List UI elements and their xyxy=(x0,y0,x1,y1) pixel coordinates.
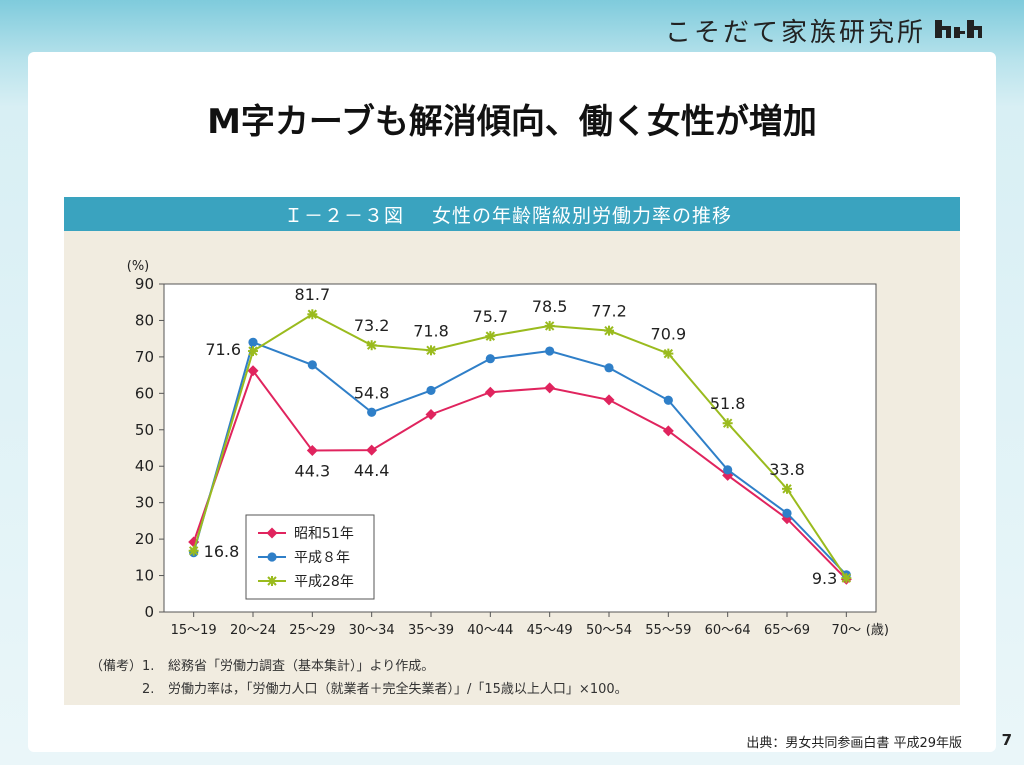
y-tick-label: 40 xyxy=(135,457,154,475)
brand-logo: こそだて家族研究所 xyxy=(665,10,984,50)
data-point-2 xyxy=(426,345,436,356)
slide-card: M字カーブも解消傾向、働く女性が増加 Ｉ－２－３図 女性の年齢階級別労働力率の推… xyxy=(28,52,996,752)
note-2: 2. 労働力率は，「労働力人口（就業者＋完全失業者）」/「15歳以上人口」×100… xyxy=(90,678,628,697)
x-tick-label: 25～29 xyxy=(289,623,335,638)
note-2-text: 労働力率は，「労働力人口（就業者＋完全失業者）」/「15歳以上人口」×100。 xyxy=(168,682,628,697)
data-point-2 xyxy=(841,573,852,584)
data-point-0 xyxy=(425,408,437,420)
x-axis-unit: (歳) xyxy=(866,623,889,638)
data-point-2 xyxy=(544,320,555,331)
legend-marker xyxy=(267,576,277,586)
x-tick-label: 55～59 xyxy=(645,623,691,638)
x-tick-label: 20～24 xyxy=(230,623,276,638)
data-label: 44.3 xyxy=(295,462,331,481)
data-label: 9.3 xyxy=(812,569,837,588)
legend-marker xyxy=(266,527,278,539)
data-point-2 xyxy=(663,348,674,359)
x-tick-label: 50～54 xyxy=(586,623,632,638)
data-point-2 xyxy=(366,340,377,351)
y-tick-label: 80 xyxy=(135,311,154,329)
data-label: 33.8 xyxy=(769,460,805,479)
x-tick-label: 60～64 xyxy=(705,623,751,638)
data-point-2 xyxy=(722,418,733,429)
y-tick-label: 50 xyxy=(135,421,154,439)
legend-label: 平成28年 xyxy=(294,574,354,590)
figure-title: 女性の年齢階級別労働力率の推移 xyxy=(432,204,733,227)
data-label: 44.4 xyxy=(354,461,390,480)
data-point-0 xyxy=(247,365,259,377)
y-tick-label: 0 xyxy=(144,603,154,621)
data-label: 71.8 xyxy=(413,321,449,340)
data-label: 71.6 xyxy=(205,340,241,359)
data-point-0 xyxy=(603,394,615,406)
data-point-2 xyxy=(485,331,496,342)
figure-number: Ｉ－２－３図 xyxy=(284,204,405,227)
y-tick-label: 30 xyxy=(135,494,154,512)
data-point-1 xyxy=(485,354,495,364)
legend-label: 昭和51年 xyxy=(294,526,354,542)
x-tick-label: 30～34 xyxy=(349,623,395,638)
y-tick-label: 70 xyxy=(135,348,154,366)
data-label: 77.2 xyxy=(591,302,627,321)
data-point-2 xyxy=(604,325,614,336)
y-tick-label: 60 xyxy=(135,384,154,402)
series-line-1 xyxy=(192,340,848,576)
data-label: 51.8 xyxy=(710,394,746,413)
y-tick-label: 20 xyxy=(135,530,154,548)
data-label: 73.2 xyxy=(354,316,390,335)
data-point-1 xyxy=(663,395,673,405)
x-tick-label: 45～49 xyxy=(527,623,573,638)
data-label: 75.7 xyxy=(473,307,509,326)
series-line-2 xyxy=(192,313,848,579)
data-point-0 xyxy=(722,469,734,481)
x-tick-label: 35～39 xyxy=(408,623,454,638)
y-axis-unit: (%) xyxy=(127,259,150,274)
data-point-0 xyxy=(306,445,318,457)
data-point-1 xyxy=(426,385,436,396)
x-tick-label: 40～44 xyxy=(467,623,513,638)
x-tick-label: 65～69 xyxy=(764,623,810,638)
source-citation: 出典：男女共同参画白書 平成29年版 xyxy=(746,736,962,751)
data-point-0 xyxy=(544,382,556,394)
figure-header: Ｉ－２－３図 女性の年齢階級別労働力率の推移 xyxy=(64,197,960,231)
note-2-number: 2. xyxy=(142,682,155,697)
y-tick-label: 90 xyxy=(135,275,154,293)
data-point-2 xyxy=(782,483,792,494)
data-label: 54.8 xyxy=(354,383,390,402)
x-tick-label: 15～19 xyxy=(171,623,217,638)
slide-title: M字カーブも解消傾向、働く女性が増加 xyxy=(207,102,817,142)
line-chart: 0 10 20 30 40 50 60 70 80 90(%) 15～19 20～24 25～29 30～… xyxy=(127,259,889,638)
legend-marker xyxy=(267,552,277,562)
note-label: （備考） xyxy=(90,659,143,674)
series-line-0 xyxy=(192,368,848,580)
note-1-text: 総務省「労働力調査（基本集計）」より作成。 xyxy=(168,659,435,674)
brand-name: こそだて家族研究所 xyxy=(664,17,926,48)
data-point-1 xyxy=(545,346,555,356)
data-point-1 xyxy=(307,360,317,370)
data-point-2 xyxy=(248,346,258,357)
data-point-2 xyxy=(307,309,318,320)
data-point-0 xyxy=(662,425,674,437)
data-point-2 xyxy=(188,545,199,556)
data-label: 70.9 xyxy=(651,325,687,344)
page-number: 7 xyxy=(1001,731,1012,749)
data-point-1 xyxy=(367,407,377,417)
x-tick-label: 70～ xyxy=(832,623,862,638)
data-point-1 xyxy=(782,508,792,518)
y-tick-label: 10 xyxy=(135,567,154,585)
data-point-0 xyxy=(484,386,496,398)
note-1: （備考）1. 総務省「労働力調査（基本集計）」より作成。 xyxy=(90,655,434,674)
data-point-1 xyxy=(604,363,614,373)
note-1-number: 1. xyxy=(142,659,155,674)
data-point-1 xyxy=(248,337,258,347)
legend-label: 平成８年 xyxy=(294,550,350,566)
data-label: 16.8 xyxy=(204,542,240,561)
chart-figure: Ｉ－２－３図 女性の年齢階級別労働力率の推移 0 10 20 30 40 50 60 70 80… xyxy=(64,197,960,705)
data-point-0 xyxy=(366,444,378,456)
family-icon xyxy=(935,20,982,38)
data-point-1 xyxy=(723,465,733,475)
data-label: 78.5 xyxy=(532,297,568,316)
data-label: 81.7 xyxy=(295,285,331,304)
